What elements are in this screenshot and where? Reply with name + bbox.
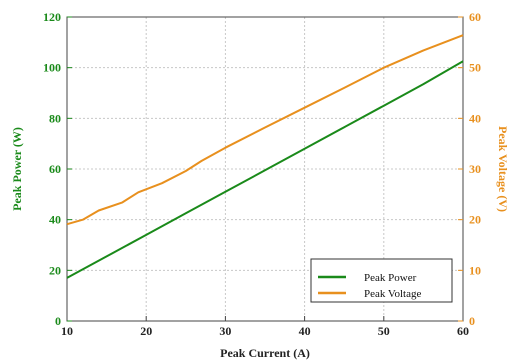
y-left-tick-label: 40 <box>49 213 61 227</box>
legend-label-peak-power: Peak Power <box>364 272 417 284</box>
y-axis-label-right: Peak Voltage (V) <box>496 126 508 212</box>
y-left-tick-label: 0 <box>55 314 61 328</box>
y-left-tick-label: 20 <box>49 263 61 277</box>
y-left-tick-label: 100 <box>43 61 61 75</box>
x-tick-label: 40 <box>299 324 311 338</box>
y-left-tick-label: 60 <box>49 162 61 176</box>
y-right-tick-label: 0 <box>469 314 475 328</box>
series-line-peak-voltage <box>66 34 464 226</box>
y-right-tick-label: 20 <box>469 213 481 227</box>
x-tick-label: 30 <box>219 324 231 338</box>
y-right-tick-label: 40 <box>469 111 481 125</box>
x-tick-label: 20 <box>140 324 152 338</box>
y-left-tick-label: 120 <box>43 10 61 24</box>
series-layer <box>66 34 464 279</box>
x-tick-label: 50 <box>378 324 390 338</box>
y-right-tick-label: 50 <box>469 61 481 75</box>
legend-label-peak-voltage: Peak Voltage <box>364 288 421 300</box>
x-tick-label: 10 <box>61 324 73 338</box>
x-tick-label: 60 <box>457 324 469 338</box>
y-right-tick-label: 60 <box>469 10 481 24</box>
legend: Peak Power Peak Voltage <box>310 258 453 303</box>
y-axis-label-left: Peak Power (W) <box>10 127 24 211</box>
y-right-tick-label: 30 <box>469 162 481 176</box>
y-left-tick-label: 80 <box>49 111 61 125</box>
legend-box <box>310 258 453 303</box>
y-right-tick-label: 10 <box>469 263 481 277</box>
series-line-peak-power <box>66 60 464 279</box>
x-axis-label: Peak Current (A) <box>220 346 310 360</box>
